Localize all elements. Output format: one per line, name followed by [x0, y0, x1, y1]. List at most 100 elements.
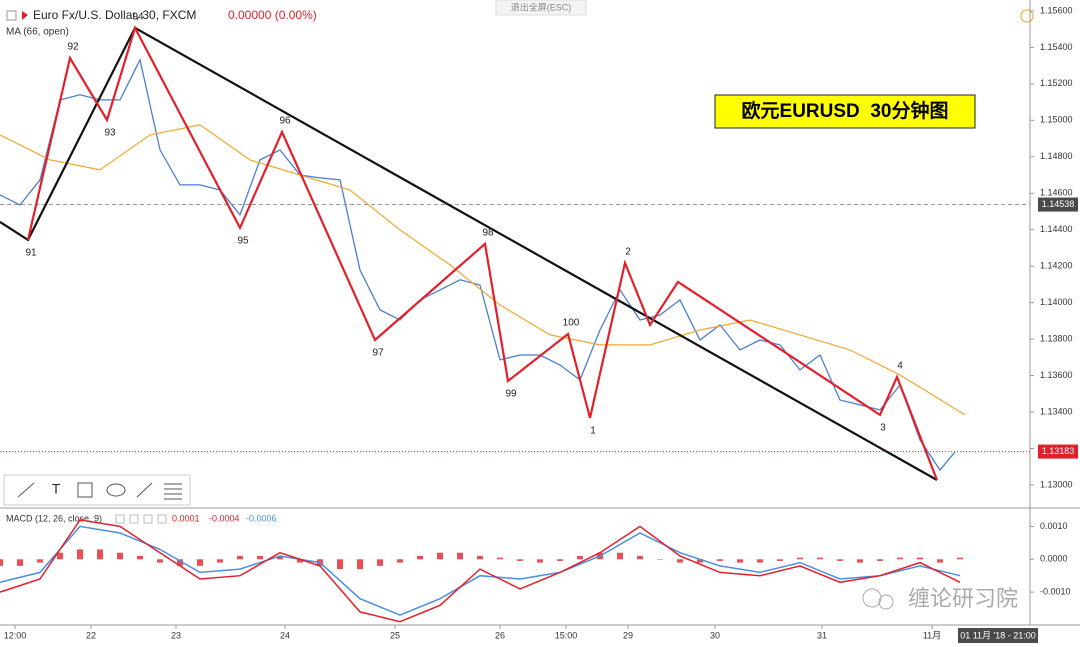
macd-histogram-bar: [457, 552, 463, 560]
y-tick-label: -0.0010: [1040, 587, 1071, 597]
wave-label: 2: [625, 247, 631, 258]
symbol: Euro Fx/U.S. Dollar, 30, FXCM: [33, 8, 196, 22]
macd-settings[interactable]: [129, 514, 139, 524]
watermark-icon: [862, 588, 882, 608]
macd-histogram-bar: [697, 559, 703, 563]
macd-settings[interactable]: [115, 514, 125, 524]
y-tick-label: 1.15200: [1040, 78, 1073, 88]
tool-ellipse[interactable]: [106, 483, 126, 497]
macd-histogram-bar: [517, 559, 523, 561]
macd-histogram-bar: [197, 559, 203, 566]
y-tick-label: 1.15600: [1040, 5, 1073, 15]
macd-histogram-bar: [237, 556, 243, 560]
x-tick-label: 22: [86, 630, 96, 640]
macd-histogram-bar: [497, 557, 503, 560]
macd-histogram-bar: [357, 559, 363, 570]
macd-histogram-bar: [877, 559, 883, 561]
x-tick-label: 23: [171, 630, 181, 640]
macd-histogram-bar: [677, 559, 683, 563]
x-tick-label: 31: [817, 630, 827, 640]
price-change: 0.00000 (0.00%): [228, 8, 317, 22]
watermark: 缠论研习院: [908, 586, 1018, 611]
macd-histogram-bar: [77, 549, 83, 560]
x-tick-label: 29: [623, 630, 633, 640]
drawing-toolbar: T: [3, 474, 191, 506]
macd-value: 0.0001: [172, 513, 200, 523]
y-tick-label: 1.14400: [1040, 224, 1073, 234]
macd-value: -0.0004: [209, 513, 240, 523]
y-tick-label: 1.14800: [1040, 151, 1073, 161]
y-tick-label: 1.15000: [1040, 115, 1073, 125]
wave-label: 92: [67, 42, 79, 53]
wave-label: 100: [563, 318, 580, 329]
macd-histogram-bar: [137, 556, 143, 560]
macd-histogram-bar: [157, 559, 163, 563]
x-tick-label: 24: [280, 630, 290, 640]
macd-histogram-bar: [217, 559, 223, 563]
macd-histogram-bar: [437, 552, 443, 560]
wave-label: 95: [237, 236, 249, 247]
y-tick-label: 1.13800: [1040, 333, 1073, 343]
last-price-tag: [1038, 444, 1078, 459]
x-tick-label: 11月: [923, 630, 941, 640]
wave-label: 99: [505, 389, 517, 400]
ma-label: MA (66, open): [6, 27, 69, 38]
toolbar-frame: [3, 474, 191, 506]
x-tick-label: 15:00: [555, 630, 578, 640]
tool-line[interactable]: [17, 482, 35, 498]
y-tick-label: 1.13600: [1040, 370, 1073, 380]
x-tick-label: 25: [390, 630, 400, 640]
macd-histogram-bar: [277, 556, 283, 560]
macd-value: -0.0006: [246, 513, 277, 523]
y-tick-label: 0.0000: [1040, 554, 1068, 564]
fullscreen-tab[interactable]: [495, 0, 587, 16]
y-tick-label: 1.15400: [1040, 42, 1073, 52]
tool-rect[interactable]: [77, 482, 93, 498]
macd-histogram-bar: [957, 557, 963, 560]
wave-label: 91: [25, 248, 37, 259]
tool-ray[interactable]: [136, 482, 153, 498]
macd-histogram-bar: [617, 552, 623, 560]
collapse-icon[interactable]: [6, 10, 17, 21]
macd-histogram-bar: [397, 559, 403, 563]
macd-histogram-bar: [477, 556, 483, 560]
macd-settings[interactable]: [143, 514, 153, 524]
macd-histogram-bar: [17, 559, 23, 566]
macd-histogram-bar: [297, 559, 303, 563]
macd-line: [0, 519, 961, 623]
macd-histogram-bar: [857, 559, 863, 563]
macd-histogram-bar: [937, 559, 943, 563]
macd-close[interactable]: [157, 514, 167, 524]
price-line: [0, 57, 956, 472]
crosshair-price: 1.14538: [1042, 199, 1075, 209]
macd-histogram-bar: [37, 559, 43, 563]
macd-histogram-bar: [537, 559, 543, 563]
macd-histogram-bar: [377, 559, 383, 566]
macd-histogram-bar: [777, 559, 783, 561]
macd-histogram-bar: [577, 556, 583, 560]
crosshair-price-tag: [1038, 197, 1078, 212]
tool-text[interactable]: T: [52, 481, 61, 497]
crosshair-time: 01 11月 '18 - 21:00: [960, 630, 1036, 640]
crosshair-time-tag: [958, 628, 1038, 643]
alert-icon[interactable]: [1020, 9, 1034, 23]
y-tick-label: 1.13400: [1040, 406, 1073, 416]
trend-line: [0, 26, 938, 481]
macd-histogram-bar: [117, 552, 123, 560]
macd-histogram-bar: [337, 559, 343, 570]
chart-title: 欧元EURUSD 30分钟图: [742, 99, 949, 122]
macd-histogram-bar: [737, 559, 743, 563]
tool-fib[interactable]: [164, 483, 182, 500]
title-box: [714, 94, 976, 129]
macd-histogram-bar: [897, 557, 903, 560]
macd-histogram-bar: [177, 559, 183, 566]
macd-histogram-bar: [837, 559, 843, 561]
macd-histogram-bar: [817, 557, 823, 560]
wave-label: 4: [897, 361, 903, 372]
fullscreen-exit[interactable]: 退出全屏(ESC): [511, 1, 572, 12]
wave-label: 93: [104, 128, 116, 139]
macd-histogram-bar: [557, 559, 563, 561]
wave-label: 3: [880, 423, 886, 434]
macd-histogram-bar: [917, 557, 923, 560]
macd-histogram-bar: [0, 559, 3, 566]
